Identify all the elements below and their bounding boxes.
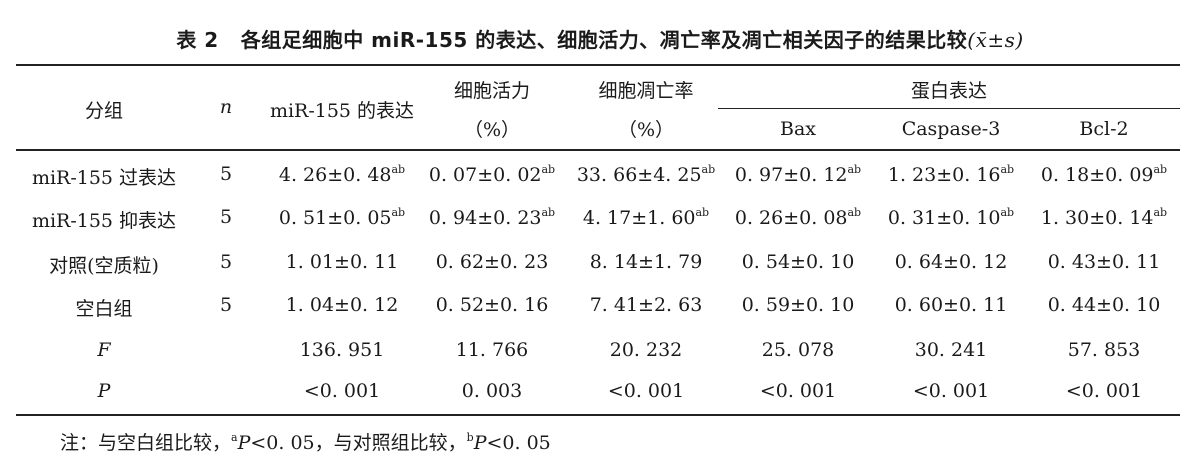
header-bcl2: Bcl-2 [1079,118,1129,140]
cell-mir155: <0. 001 [303,380,381,402]
cell-bcl2: 1. 30±0. 14ab [1040,206,1168,229]
cell-group: F [97,339,111,361]
cell-caspase3: 30. 241 [914,339,988,361]
cell-apoptosis: <0. 001 [607,380,685,402]
cell-bax: 0. 26±0. 08ab [734,206,862,229]
table-title: 表 2 各组足细胞中 miR-155 的表达、细胞活力、凋亡率及凋亡相关因子的结果… [0,24,1200,53]
cell-apoptosis: 33. 66±4. 25ab [576,163,716,186]
top-rule [16,64,1180,66]
cell-caspase3: 0. 64±0. 12 [894,251,1008,273]
header-group: 分组 [84,100,124,122]
cell-caspase3: <0. 001 [912,380,990,402]
cell-bax: 0. 54±0. 10 [741,251,855,273]
cell-viability: 0. 52±0. 16 [435,294,549,316]
cell-apoptosis: 20. 232 [609,339,683,361]
cell-bcl2: 0. 43±0. 11 [1047,251,1161,273]
cell-mir155: 4. 26±0. 48ab [278,163,406,186]
cell-apoptosis: 7. 41±2. 63 [589,294,703,316]
cell-bax: 0. 59±0. 10 [741,294,855,316]
cell-caspase3: 0. 31±0. 10ab [887,206,1015,229]
cell-mir155: 136. 951 [299,339,385,361]
cell-mir155: 1. 01±0. 11 [285,251,399,273]
cell-bax: 0. 97±0. 12ab [734,163,862,186]
header-bottom-rule [16,149,1180,151]
header-apoptosis-1: 细胞凋亡率 [598,80,694,102]
cell-apoptosis: 8. 14±1. 79 [589,251,703,273]
cell-bcl2: 0. 44±0. 10 [1047,294,1161,316]
cell-bax: <0. 001 [759,380,837,402]
header-protein: 蛋白表达 [910,80,988,102]
cell-bcl2: 0. 18±0. 09ab [1040,163,1168,186]
cell-mir155: 1. 04±0. 12 [285,294,399,316]
table-caption: 各组足细胞中 miR-155 的表达、细胞活力、凋亡率及凋亡相关因子的结果比较 [240,28,968,52]
cell-caspase3: 0. 60±0. 11 [894,294,1008,316]
header-viability-2: （%） [463,119,521,141]
cell-viability: 0. 003 [461,380,523,402]
cell-group: miR-155 过表达 [31,167,177,189]
footnote: 注：与空白组比较，aP<0. 05，与对照组比较，bP<0. 05 [60,431,551,454]
table-number: 表 2 [176,28,219,52]
cell-viability: 0. 62±0. 23 [435,251,549,273]
cell-bcl2: <0. 001 [1065,380,1143,402]
cell-group: 对照(空质粒) [49,255,159,277]
header-caspase3: Caspase-3 [901,118,1001,140]
header-mir155: miR-155 的表达 [269,100,415,122]
header-viability-1: 细胞活力 [453,80,531,102]
cell-viability: 0. 94±0. 23ab [428,206,556,229]
cell-group: miR-155 抑表达 [31,210,177,232]
cell-apoptosis: 4. 17±1. 60ab [582,206,710,229]
cell-group: 空白组 [75,298,133,320]
cell-caspase3: 1. 23±0. 16ab [887,163,1015,186]
table-stat-note: (x̄±s) [967,28,1024,52]
cell-n: 5 [219,294,233,316]
cell-n: 5 [219,163,233,185]
header-bax: Bax [779,118,817,140]
cell-mir155: 0. 51±0. 05ab [278,206,406,229]
header-n: n [219,96,233,118]
bottom-rule [16,414,1180,416]
header-apoptosis-2: （%） [617,119,675,141]
cell-bax: 25. 078 [761,339,835,361]
cell-group: P [97,380,111,402]
cell-viability: 0. 07±0. 02ab [428,163,556,186]
cell-n: 5 [219,206,233,228]
cell-bcl2: 57. 853 [1067,339,1141,361]
protein-subheader-rule [718,108,1180,109]
cell-n: 5 [219,251,233,273]
cell-viability: 11. 766 [455,339,529,361]
